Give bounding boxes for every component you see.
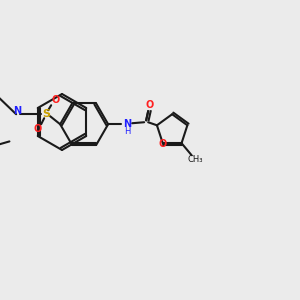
Text: H: H	[124, 127, 130, 136]
Text: O: O	[159, 139, 167, 149]
Text: O: O	[145, 100, 153, 110]
Text: O: O	[51, 95, 59, 105]
Text: S: S	[42, 109, 50, 119]
Text: N: N	[13, 106, 21, 116]
Text: CH₃: CH₃	[188, 155, 203, 164]
Text: O: O	[33, 124, 41, 134]
Text: N: N	[123, 119, 131, 129]
